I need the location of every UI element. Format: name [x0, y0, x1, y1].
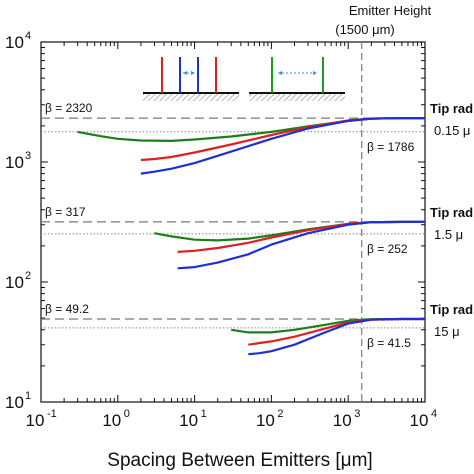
x-tick-label-exponent: -1 — [47, 408, 57, 420]
series-line-blue — [177, 220, 425, 270]
spacing-arrow-heads — [183, 71, 195, 75]
y-tick-label: 10 — [5, 273, 24, 292]
y-tick-label: 10 — [5, 153, 24, 172]
axis-ticks — [40, 42, 425, 403]
series-line-green — [77, 117, 425, 142]
substrate-hatch — [143, 93, 239, 101]
x-tick-label: 10 — [26, 411, 45, 430]
tip-radius-label: Tip rad — [430, 205, 473, 220]
y-tick-label: 10 — [5, 393, 24, 412]
tick-labels: 10 -1 10 0 10 1 10 2 10 3 10 410 110 210 310 4 — [5, 30, 437, 430]
emitter-height-label: Emitter Height — [349, 3, 432, 18]
tip-radius-value: 1.5 μ — [434, 227, 463, 242]
beta-max-label: β = 317 — [45, 205, 86, 219]
spacing-arrow-heads — [278, 71, 317, 75]
x-axis-label: Spacing Between Emitters [μm] — [107, 450, 372, 471]
x-tick-label-exponent: 4 — [431, 408, 437, 420]
x-tick-label: 10 — [179, 411, 198, 430]
series-line-blue — [248, 317, 425, 356]
tip-radius-label: Tip rad — [430, 302, 473, 317]
x-tick-label-exponent: 0 — [124, 408, 130, 420]
y-tick-label-exponent: 2 — [25, 270, 31, 282]
beta-ref-label: β = 252 — [367, 242, 408, 256]
beta-ref-label: β = 41.5 — [367, 336, 411, 350]
x-tick-label-exponent: 3 — [354, 408, 360, 420]
emitter-height-value-label: (1500 μm) — [335, 22, 395, 37]
x-tick-label: 10 — [102, 411, 121, 430]
emitter-schematic-sparse — [249, 57, 345, 101]
tip-radius-value: 0.15 μ — [434, 123, 470, 138]
reference-lines — [41, 117, 425, 329]
y-tick-label: 10 — [5, 33, 24, 52]
y-tick-label-exponent: 1 — [25, 390, 31, 402]
emitter-schematic-dense — [143, 57, 239, 101]
y-tick-label-exponent: 4 — [25, 30, 31, 42]
beta-ref-label: β = 1786 — [367, 140, 415, 154]
x-tick-label: 10 — [256, 411, 275, 430]
beta-annotations: β = 2320 β = 1786 Tip rad 0.15 μ β = 317 β = … — [45, 101, 473, 350]
x-tick-label: 10 — [333, 411, 352, 430]
x-tick-label: 10 — [410, 411, 429, 430]
substrate-hatch — [249, 93, 345, 101]
series-line-green — [154, 220, 425, 242]
series-line-blue — [140, 117, 425, 175]
tip-radius-value: 15 μ — [434, 324, 460, 339]
x-tick-label-exponent: 1 — [201, 408, 207, 420]
y-tick-label-exponent: 3 — [25, 150, 31, 162]
beta-max-label: β = 2320 — [45, 101, 93, 115]
x-tick-label-exponent: 2 — [277, 408, 283, 420]
tip-radius-label: Tip rad — [430, 101, 473, 116]
data-series — [77, 117, 425, 356]
beta-max-label: β = 49.2 — [45, 302, 89, 316]
